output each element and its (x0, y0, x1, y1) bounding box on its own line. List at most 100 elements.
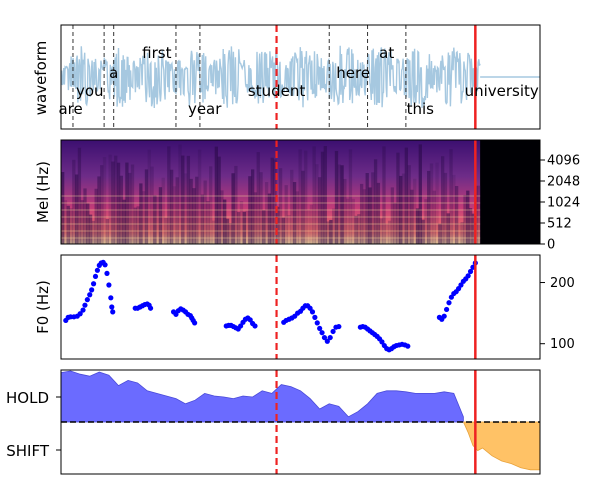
waveform-signal (61, 45, 481, 109)
f0-point (247, 317, 253, 323)
mel-frame-col (309, 204, 313, 244)
f0-point (336, 323, 342, 330)
mel-frame-col (315, 164, 319, 244)
mel-frame-col (133, 207, 137, 244)
f0-point (82, 302, 88, 308)
mel-frame-col (74, 174, 79, 244)
mel-frame-col (371, 172, 375, 244)
mel-frame-col (359, 183, 364, 244)
mel-frame-col (270, 157, 274, 244)
f0-point (92, 273, 99, 280)
mel-frame-col (147, 149, 151, 244)
mel-frame-col (463, 195, 467, 244)
f0-point (405, 343, 411, 349)
mel-frame-col (161, 177, 165, 244)
word-label-year: year (188, 100, 222, 118)
hold-area (61, 370, 464, 423)
f0-point (90, 281, 97, 287)
mel-frame-col (424, 199, 428, 244)
mel-frame-col (421, 219, 425, 244)
mel-frame-col (136, 206, 140, 244)
turn-ytick-label-shift: SHIFT (6, 442, 50, 460)
mel-frame-col (231, 173, 235, 244)
word-label-at: at (379, 44, 394, 62)
word-label-this: this (407, 100, 435, 118)
mel-frame-col (326, 221, 330, 244)
f0-point (314, 320, 320, 326)
f0-point (89, 287, 95, 293)
mel-frame-col (351, 198, 355, 244)
word-label-student: student (248, 82, 305, 100)
mel-frame-col (214, 146, 218, 244)
f0-point (84, 297, 90, 303)
mel-frame-col (438, 223, 442, 244)
f0-point (319, 330, 325, 336)
mel-frame-col (276, 206, 280, 244)
mel-frame-col (242, 211, 246, 244)
turn-frame (60, 369, 541, 475)
mel-frame-col (150, 166, 154, 244)
mel-frame-col (102, 156, 107, 244)
mel-frame-col (108, 154, 112, 244)
mel-frame-col (323, 146, 327, 244)
f0-panel: 100 200 F0 (Hz) (34, 254, 575, 360)
mel-frame-col (167, 146, 171, 244)
mel-frame-col (186, 155, 191, 244)
mel-frame-col (390, 187, 395, 244)
f0-point (192, 320, 198, 326)
mel-frame-col (281, 217, 286, 244)
mel-frame-col (443, 172, 448, 244)
mel-frame-col (114, 155, 118, 244)
turn-panel: HOLD SHIFT (6, 369, 541, 475)
mel-frame-col (295, 191, 300, 244)
mel-frame-col (387, 220, 392, 244)
f0-point (317, 325, 323, 332)
mel-frame-col (399, 175, 403, 244)
f0-point (330, 328, 336, 335)
mel-frame-col (195, 176, 199, 244)
mel-frame-col (83, 188, 87, 244)
mel-frame-col (435, 162, 439, 244)
mel-frame-col (169, 169, 174, 244)
mel-frame-col (457, 222, 462, 244)
mel-panel: 0 512 1024 2048 4096 Mel (Hz) (34, 139, 580, 253)
mel-frame-col (91, 220, 96, 244)
f0-point (455, 286, 462, 292)
mel-frame-col (225, 218, 230, 244)
mel-frame-col (278, 168, 283, 244)
f0-point (238, 323, 244, 329)
f0-point (443, 306, 450, 313)
mel-frame-col (337, 164, 341, 244)
mel-ytick-label: 2048 (547, 175, 580, 190)
mel-frame-col (320, 151, 325, 244)
mel-frame-col (429, 163, 434, 244)
mel-frame-col (290, 169, 294, 244)
f0-point (87, 292, 93, 298)
word-label-are: are (58, 100, 82, 118)
waveform-frame (60, 24, 541, 130)
mel-frame-col (100, 165, 104, 244)
mel-frame-col (385, 223, 389, 244)
mel-frame-col (97, 176, 101, 244)
f0-point (467, 268, 474, 275)
f0-point (324, 338, 330, 344)
mel-frame-col (418, 144, 422, 244)
mel-frame-col (348, 149, 353, 244)
mel-frame-col (396, 152, 400, 244)
mel-frame-col (413, 178, 417, 244)
mel-frame-col (119, 175, 123, 244)
f0-point (321, 334, 328, 341)
mel-frame-col (144, 169, 149, 244)
mel-frame-col (382, 146, 386, 244)
f0-point (252, 323, 258, 329)
mel-frame-col (301, 170, 305, 244)
mel-frame-col (228, 223, 232, 244)
mel-frame-col (66, 205, 70, 244)
mel-frame-col (376, 182, 381, 244)
shift-area (463, 421, 540, 471)
mel-frame-col (379, 218, 383, 244)
mel-frame-col (401, 173, 406, 244)
mel-frame-col (183, 173, 188, 244)
f0-point (110, 309, 116, 315)
